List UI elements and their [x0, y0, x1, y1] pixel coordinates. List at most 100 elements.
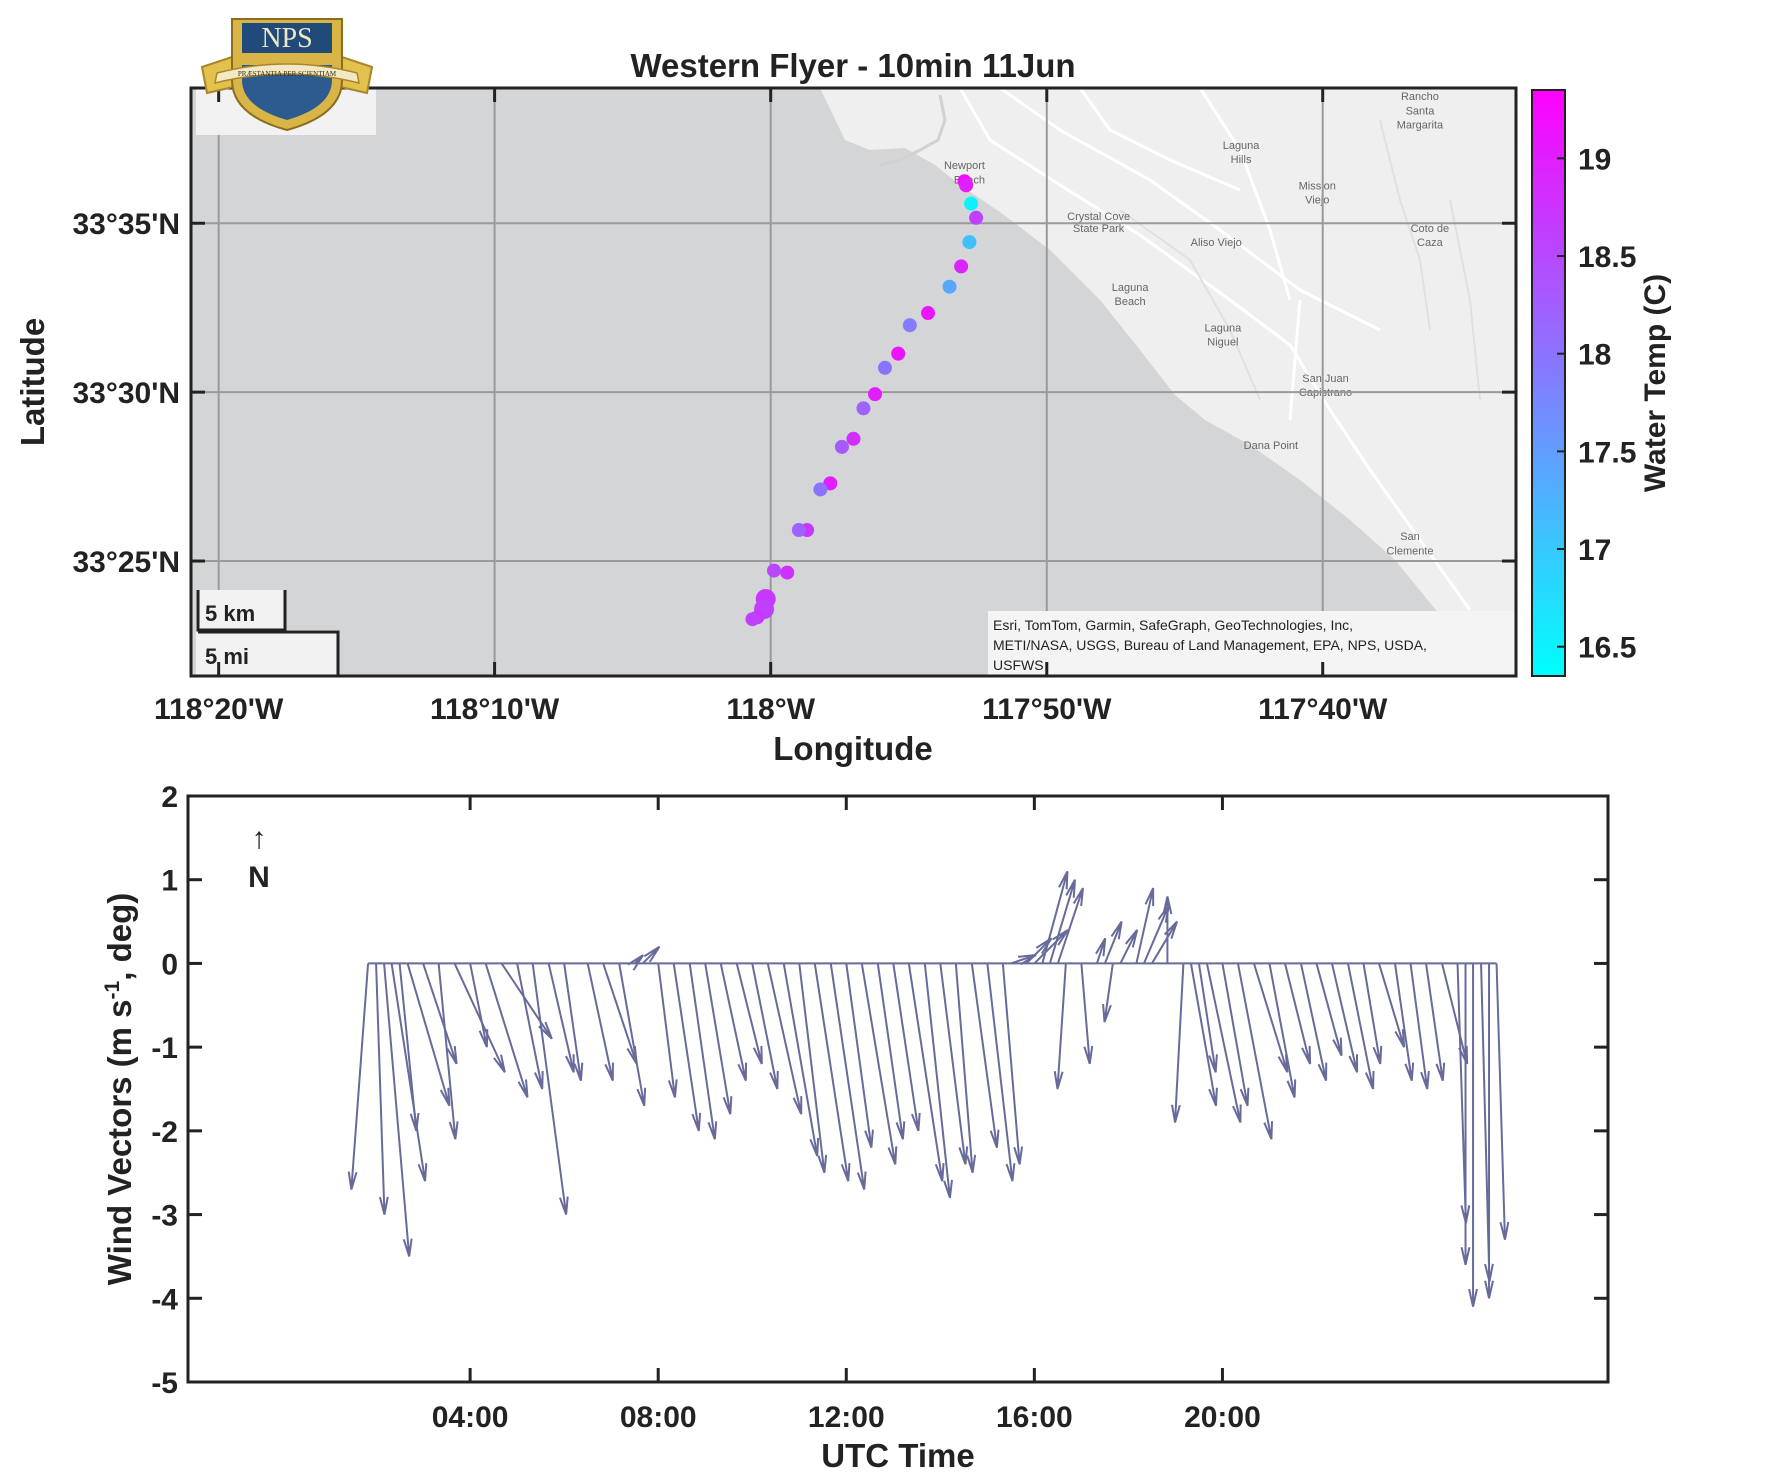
wind-vector — [970, 963, 1000, 1148]
wind-vector — [1484, 963, 1494, 1299]
wind-vector — [1151, 920, 1178, 964]
wind-tick-labels: 04:00 08:00 12:00 16:00 20:00 2 1 0 -1 -2 -3 -4 -5 — [151, 781, 1260, 1434]
logo-text: NPS — [261, 23, 312, 54]
wind-vector — [437, 963, 459, 1140]
roads — [958, 88, 1472, 611]
wind-vector — [1095, 937, 1107, 964]
wind-xtick-label: 08:00 — [620, 1401, 697, 1434]
wind-vector — [618, 963, 647, 1107]
colorbar-label: Water Temp (C) — [1639, 274, 1672, 492]
map-title: Western Flyer - 10min 11Jun — [630, 47, 1075, 84]
colorbar-tick-label: 17 — [1578, 534, 1611, 567]
north-label: N — [248, 861, 270, 894]
colorbar-gradient — [1531, 89, 1566, 677]
wind-vector — [1346, 963, 1375, 1090]
wind-vector — [500, 962, 553, 1040]
wind-vector — [1299, 963, 1328, 1082]
scalebar-km-label: 5 km — [205, 601, 255, 626]
wind-vectors — [347, 870, 1510, 1307]
wind-vector — [627, 954, 644, 971]
wind-xtick-label: 12:00 — [808, 1401, 885, 1434]
wind-ytick-label: -2 — [151, 1116, 178, 1149]
wind-vector — [563, 963, 584, 1081]
colorbar-tick-label: 18 — [1578, 339, 1611, 372]
wind-vector — [641, 945, 661, 965]
place-label: Aliso Viejo — [1191, 237, 1242, 249]
wind-vector — [907, 963, 945, 1182]
wind-vector — [1205, 963, 1242, 1123]
wind-ytick-label: -1 — [151, 1032, 178, 1065]
wind-vector — [1102, 963, 1114, 1023]
place-label: Rancho — [1401, 91, 1439, 103]
wind-vector — [453, 963, 506, 1073]
map-ytick-label: 33°35'N — [72, 208, 180, 241]
map-grid — [191, 88, 1516, 676]
land-area — [820, 88, 1516, 676]
wind-vector — [469, 963, 489, 1048]
wind-vector — [1053, 963, 1067, 1090]
wind-vector — [547, 963, 575, 1073]
track-point — [791, 523, 806, 538]
wind-vector — [1189, 963, 1218, 1107]
minor-roads — [1119, 119, 1481, 401]
wind-ytick-label: -5 — [151, 1367, 178, 1400]
wind-vector — [735, 963, 763, 1065]
wind-vector — [1460, 963, 1471, 1266]
track-point — [846, 431, 861, 446]
wind-vector — [347, 963, 370, 1190]
track-point — [921, 306, 936, 321]
map-ylabel: Latitude — [14, 318, 51, 446]
place-label: Caza — [1417, 237, 1444, 249]
track-point — [877, 360, 892, 375]
wind-plot-area — [188, 796, 1608, 1382]
wind-vector — [1252, 963, 1289, 1073]
wind-vector — [383, 963, 413, 1257]
track-point — [902, 318, 917, 333]
map-xlabel: Longitude — [773, 730, 932, 767]
wind-vector — [1362, 963, 1383, 1065]
place-label: Clemente — [1386, 545, 1433, 557]
wind-vector — [813, 963, 851, 1182]
wind-ylabel-main: Wind Vectors (m s — [101, 999, 138, 1285]
logo-banner — [214, 63, 360, 85]
wind-vector — [798, 963, 828, 1174]
wind-vector — [1378, 963, 1406, 1048]
wind-ytick-label: -3 — [151, 1200, 178, 1233]
map-xtick-label: 117°40'W — [1258, 693, 1388, 726]
place-label: State Park — [1073, 223, 1125, 235]
place-label: Coto de — [1411, 223, 1450, 235]
north-indicator: ↑ N — [248, 822, 270, 894]
track-point — [942, 279, 957, 294]
logo-shield-chief — [242, 23, 332, 53]
map-attribution: Esri, TomTom, Garmin, SafeGraph, GeoTech… — [988, 611, 1515, 676]
map-ytick-label: 33°30'N — [72, 377, 180, 410]
scalebar: 5 km 5 mi — [196, 590, 340, 676]
track-point — [868, 387, 883, 402]
wind-vector — [390, 963, 428, 1182]
wind-vector — [829, 963, 867, 1190]
colorbar-tick-label: 17.5 — [1578, 436, 1636, 469]
map-ticks — [191, 88, 1516, 676]
place-label: Laguna — [1112, 282, 1150, 294]
wind-vector — [1119, 929, 1139, 964]
wind-vector — [1001, 963, 1024, 1165]
wind-vector — [954, 963, 977, 1174]
wind-ytick-label: 0 — [161, 948, 178, 981]
wind-vector — [398, 963, 420, 1132]
place-label: Laguna — [1204, 322, 1242, 334]
place-label: San Juan — [1302, 373, 1348, 385]
wind-vector — [1441, 963, 1469, 1065]
wind-vector — [657, 963, 678, 1098]
wind-vector — [688, 963, 718, 1140]
wind-vector — [1080, 963, 1094, 1065]
track-point — [959, 178, 974, 193]
wind-vector — [986, 963, 1016, 1182]
wind-ylabel-sup: -1 — [101, 980, 124, 999]
wind-vector — [1409, 963, 1430, 1090]
wind-vector — [1315, 963, 1343, 1056]
wind-vector — [531, 963, 569, 1215]
wind-ytick-label: 1 — [161, 865, 178, 898]
place-label: Beach — [1114, 296, 1145, 308]
track-point — [962, 235, 977, 250]
